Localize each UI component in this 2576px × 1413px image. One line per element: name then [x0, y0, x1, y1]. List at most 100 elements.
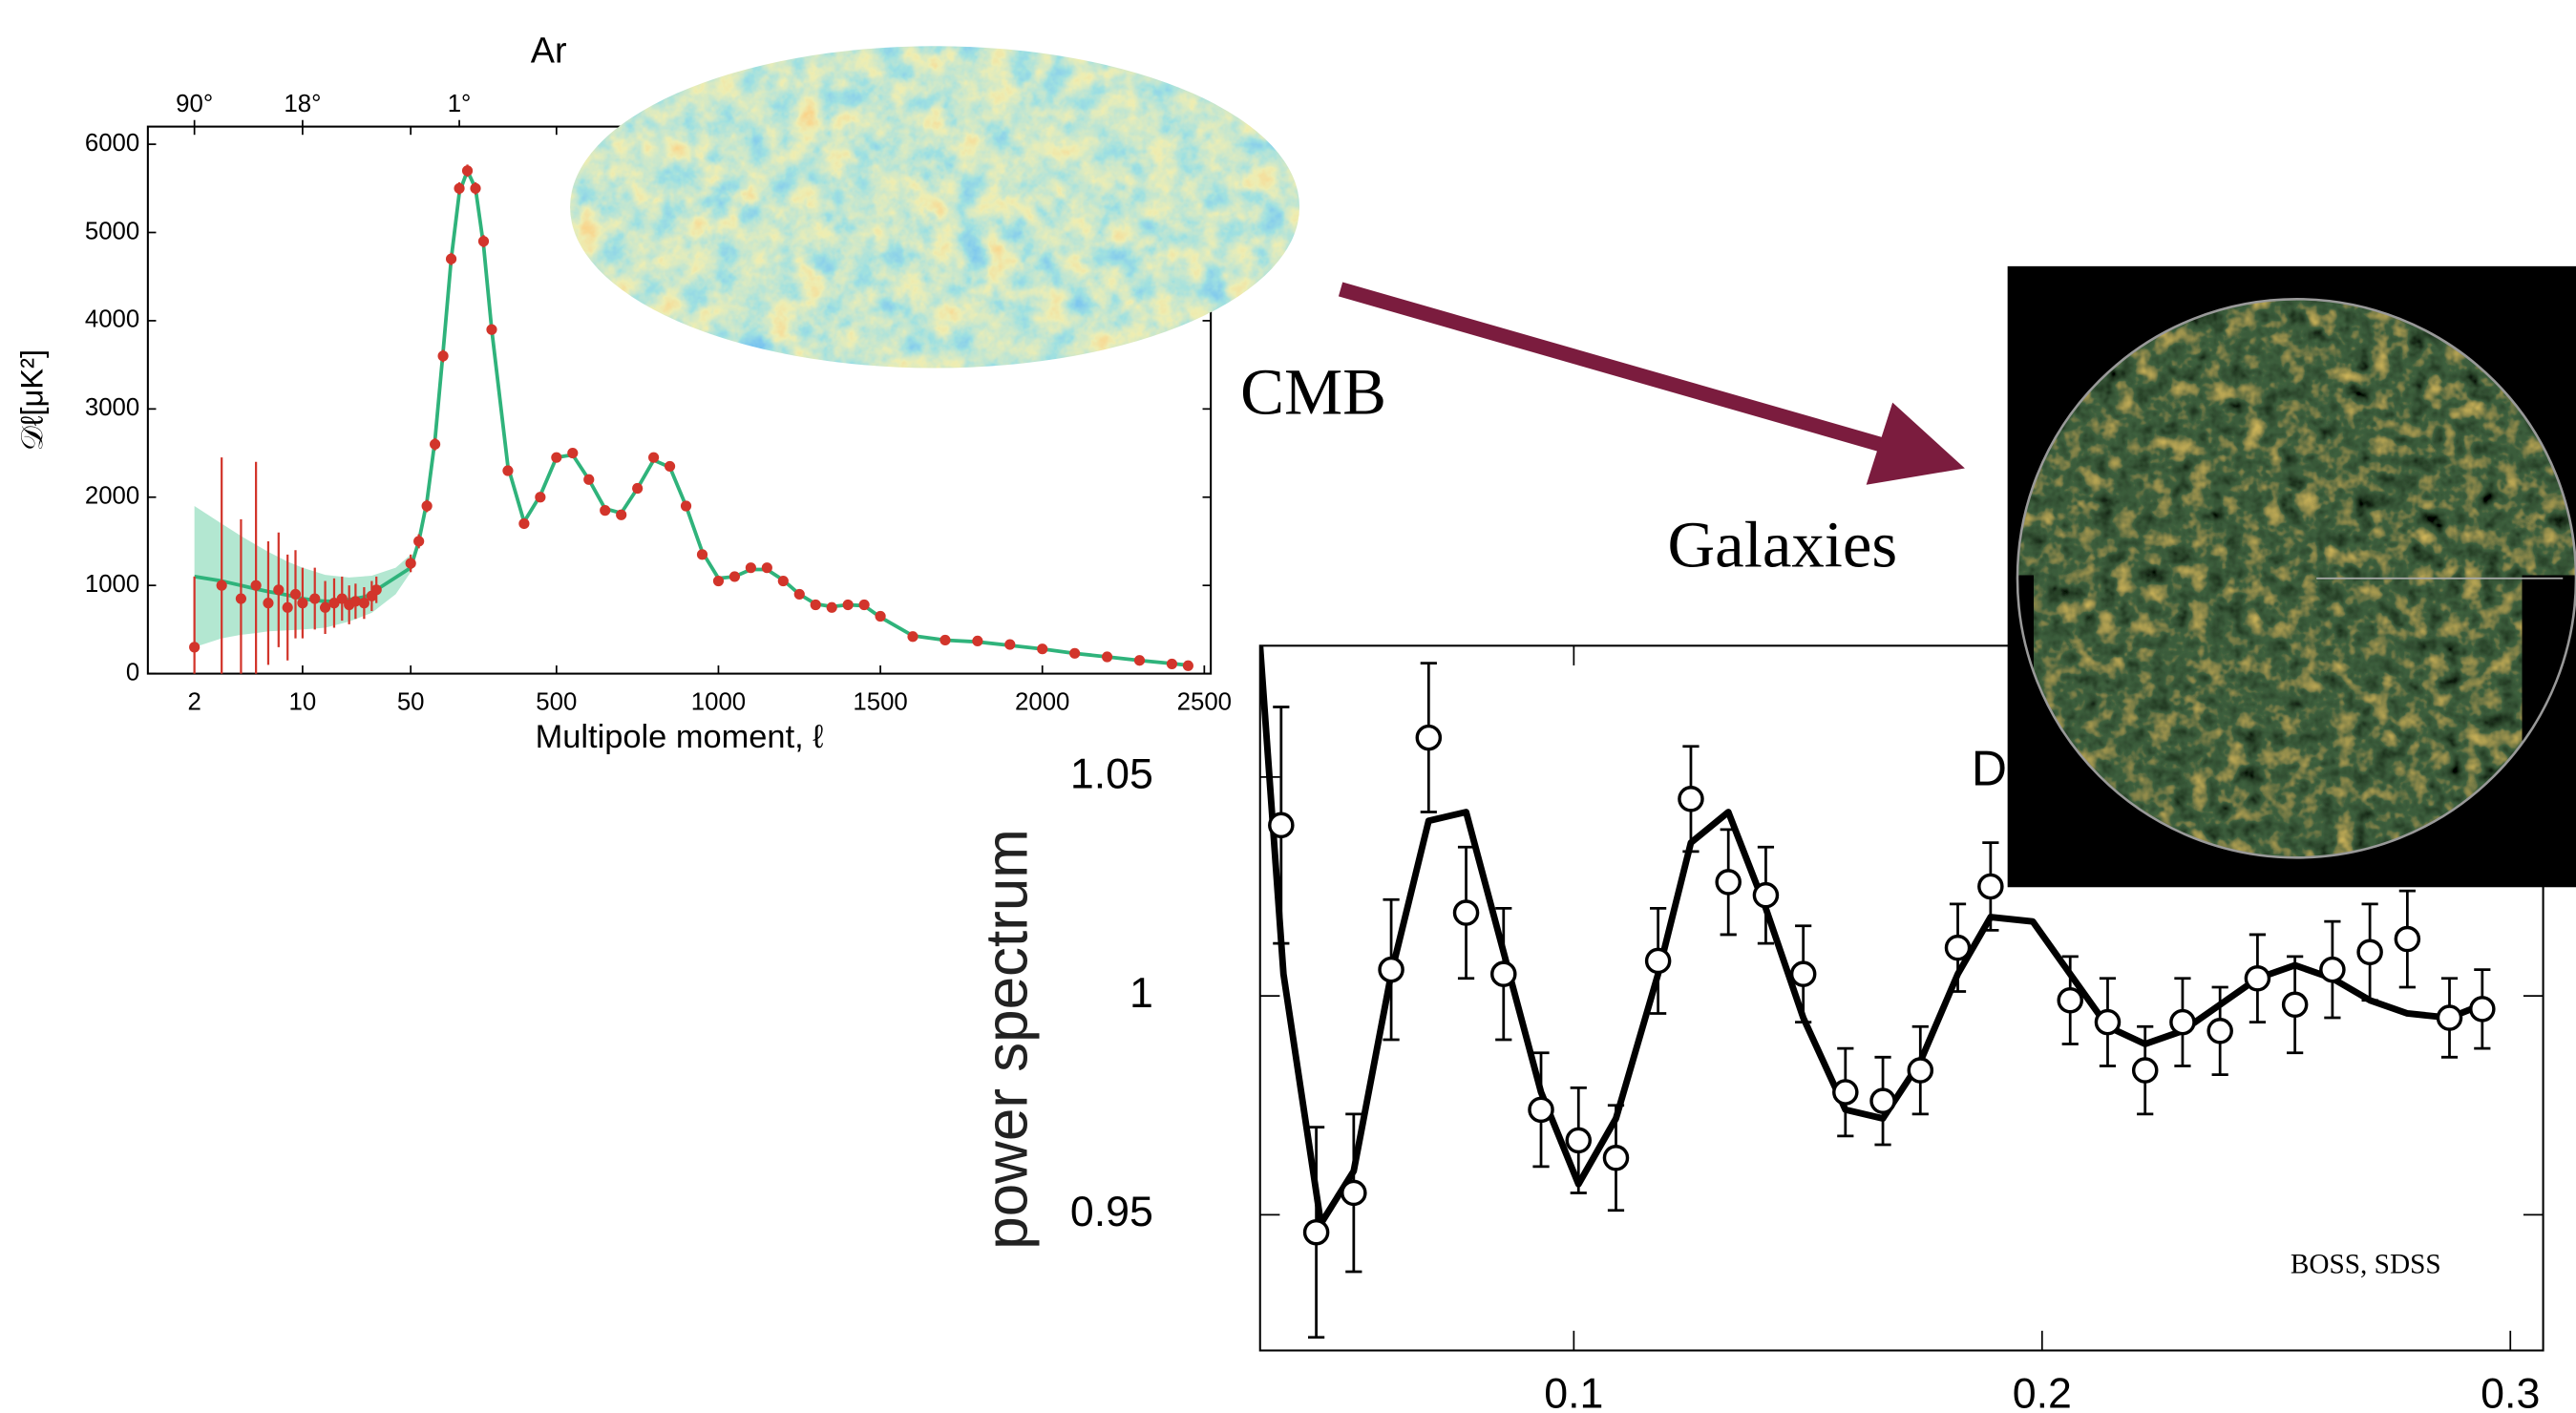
annotation: BOSS, SDSS [2291, 1250, 2441, 1280]
data-point [826, 601, 837, 613]
data-point [461, 165, 474, 177]
y-axis-label: 𝒟ℓ[μK²] [14, 349, 50, 451]
data-point [1378, 956, 1404, 983]
model-line [1259, 645, 2484, 1227]
data-point [1452, 899, 1480, 926]
data-point [250, 580, 262, 591]
data-point [336, 593, 348, 604]
y-axis-label: power spectrum [974, 829, 1040, 1250]
x-tick-label: 10 [289, 688, 317, 715]
data-point [1644, 947, 1672, 975]
data-point [289, 588, 302, 601]
x-tick-label: 2 [187, 688, 201, 715]
data-point [1715, 869, 1742, 896]
data-point [745, 562, 756, 574]
y-tick-label: 0.95 [1070, 1189, 1153, 1235]
y-tick-label: 6000 [85, 130, 139, 157]
x-tick-label: 1000 [691, 688, 746, 715]
data-point [2131, 1057, 2159, 1084]
data-point [477, 236, 490, 247]
y-tick-label: 5000 [85, 218, 139, 244]
data-point [1678, 786, 1704, 812]
data-point [777, 575, 789, 587]
data-point [600, 505, 611, 517]
x-tick-label: 500 [536, 688, 577, 715]
data-point [1907, 1057, 1934, 1084]
galaxies-label: Galaxies [1667, 509, 1897, 581]
data-point [1341, 1179, 1367, 1207]
galaxy-survey-image [2007, 265, 2576, 888]
data-point [235, 593, 247, 604]
data-point [2394, 925, 2421, 953]
data-point [297, 598, 308, 609]
data-point [370, 584, 382, 596]
data-point [1565, 1127, 1593, 1154]
data-point [1944, 934, 1972, 961]
data-point [712, 575, 725, 587]
x-tick-label: 2000 [1015, 688, 1069, 715]
x-axis-label: Multipole moment, ℓ [536, 719, 824, 755]
y-tick-label: 2000 [85, 483, 139, 510]
annotation: D [1972, 741, 2007, 796]
data-point [273, 584, 285, 596]
data-point [664, 460, 676, 473]
data-point [309, 593, 321, 604]
x-tick-label: 50 [397, 688, 425, 715]
data-point [972, 635, 983, 646]
data-point [2057, 986, 2083, 1014]
data-point [1182, 660, 1193, 671]
data-point [2094, 1008, 2122, 1036]
annotation: Ar [531, 32, 567, 72]
data-point [454, 182, 465, 194]
data-point [2169, 1008, 2196, 1036]
data-point [728, 571, 741, 582]
data-point [696, 549, 708, 560]
data-point [2319, 956, 2346, 983]
arrow [1338, 282, 1965, 485]
data-point [1528, 1096, 1554, 1124]
data-point [349, 596, 361, 607]
data-point [2356, 938, 2383, 966]
data-point [567, 447, 579, 459]
data-point [1037, 643, 1048, 655]
data-point [413, 536, 425, 547]
x2-tick-label: 1° [448, 91, 472, 117]
y-tick-label: 1 [1130, 970, 1153, 1017]
data-point [1869, 1087, 1896, 1114]
data-point [470, 182, 481, 194]
plot-area [189, 164, 1193, 674]
data-point [1302, 1218, 1330, 1246]
data-point [1977, 873, 2004, 900]
data-point [421, 500, 433, 512]
x-tick-label: 0.2 [2013, 1370, 2072, 1413]
x2-tick-label: 90° [176, 91, 213, 117]
data-point [551, 452, 562, 463]
data-point [319, 601, 331, 613]
x-tick-label: 0.1 [1544, 1370, 1603, 1413]
data-point [583, 474, 595, 485]
x-tick-label: 0.3 [2481, 1370, 2540, 1413]
y-tick-label: 3000 [85, 394, 139, 421]
data-point [761, 562, 772, 574]
data-point [810, 599, 821, 611]
data-point [1490, 960, 1517, 987]
data-point [405, 558, 416, 569]
data-point [2206, 1018, 2233, 1044]
cmb-map [570, 46, 1300, 369]
data-point [632, 482, 644, 495]
cmb-label: CMB [1240, 356, 1386, 429]
data-point [1832, 1079, 1859, 1106]
data-point [1101, 651, 1113, 663]
data-point [616, 509, 627, 520]
y-tick-label: 1000 [85, 571, 139, 598]
data-point [518, 517, 530, 530]
x-tick-label: 1500 [853, 688, 907, 715]
data-point [1602, 1145, 1630, 1171]
data-point [680, 500, 692, 512]
data-point [2436, 1004, 2463, 1031]
y-tick-label: 0 [126, 659, 139, 685]
data-point [502, 465, 514, 476]
plot-area [1259, 645, 2496, 1339]
